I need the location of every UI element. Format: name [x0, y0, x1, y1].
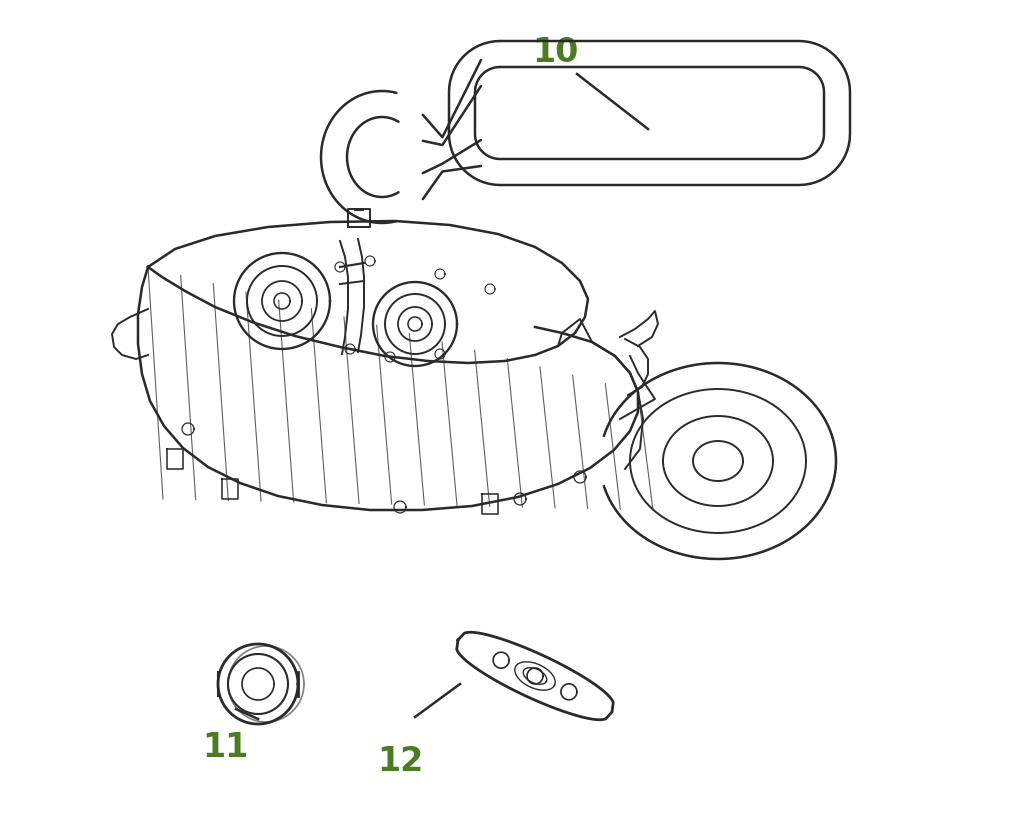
Text: 10: 10	[531, 36, 578, 69]
Text: 12: 12	[377, 744, 423, 777]
Text: 11: 11	[202, 730, 249, 763]
